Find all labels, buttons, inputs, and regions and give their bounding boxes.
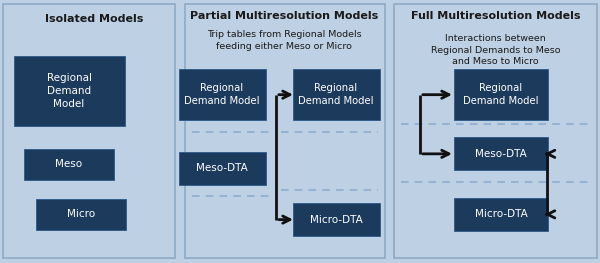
- FancyBboxPatch shape: [24, 149, 114, 180]
- FancyBboxPatch shape: [185, 4, 385, 258]
- FancyBboxPatch shape: [455, 137, 548, 170]
- FancyBboxPatch shape: [455, 69, 548, 120]
- Text: Meso-DTA: Meso-DTA: [196, 163, 248, 173]
- Text: Regional
Demand Model: Regional Demand Model: [298, 83, 374, 106]
- FancyBboxPatch shape: [293, 69, 380, 120]
- FancyBboxPatch shape: [179, 152, 265, 185]
- Text: Micro-DTA: Micro-DTA: [475, 209, 527, 219]
- Text: Regional
Demand Model: Regional Demand Model: [184, 83, 260, 106]
- FancyBboxPatch shape: [14, 56, 125, 125]
- Text: Regional
Demand Model: Regional Demand Model: [463, 83, 539, 106]
- FancyBboxPatch shape: [179, 69, 265, 120]
- Text: Meso-DTA: Meso-DTA: [475, 149, 527, 159]
- FancyBboxPatch shape: [394, 4, 597, 258]
- Text: Interactions between
Regional Demands to Meso
and Meso to Micro: Interactions between Regional Demands to…: [431, 34, 560, 66]
- Text: Partial Multiresolution Models: Partial Multiresolution Models: [190, 11, 379, 21]
- FancyBboxPatch shape: [293, 203, 380, 236]
- Text: Isolated Models: Isolated Models: [45, 14, 143, 24]
- FancyBboxPatch shape: [455, 198, 548, 231]
- Text: Trip tables from Regional Models
feeding either Meso or Micro: Trip tables from Regional Models feeding…: [207, 30, 362, 51]
- Text: Full Multiresolution Models: Full Multiresolution Models: [411, 11, 580, 21]
- Text: Micro: Micro: [67, 209, 95, 219]
- FancyBboxPatch shape: [3, 4, 175, 258]
- Text: Meso: Meso: [55, 159, 83, 169]
- FancyBboxPatch shape: [36, 199, 126, 230]
- Text: Micro-DTA: Micro-DTA: [310, 215, 362, 225]
- Text: Regional
Demand
Model: Regional Demand Model: [47, 73, 91, 109]
